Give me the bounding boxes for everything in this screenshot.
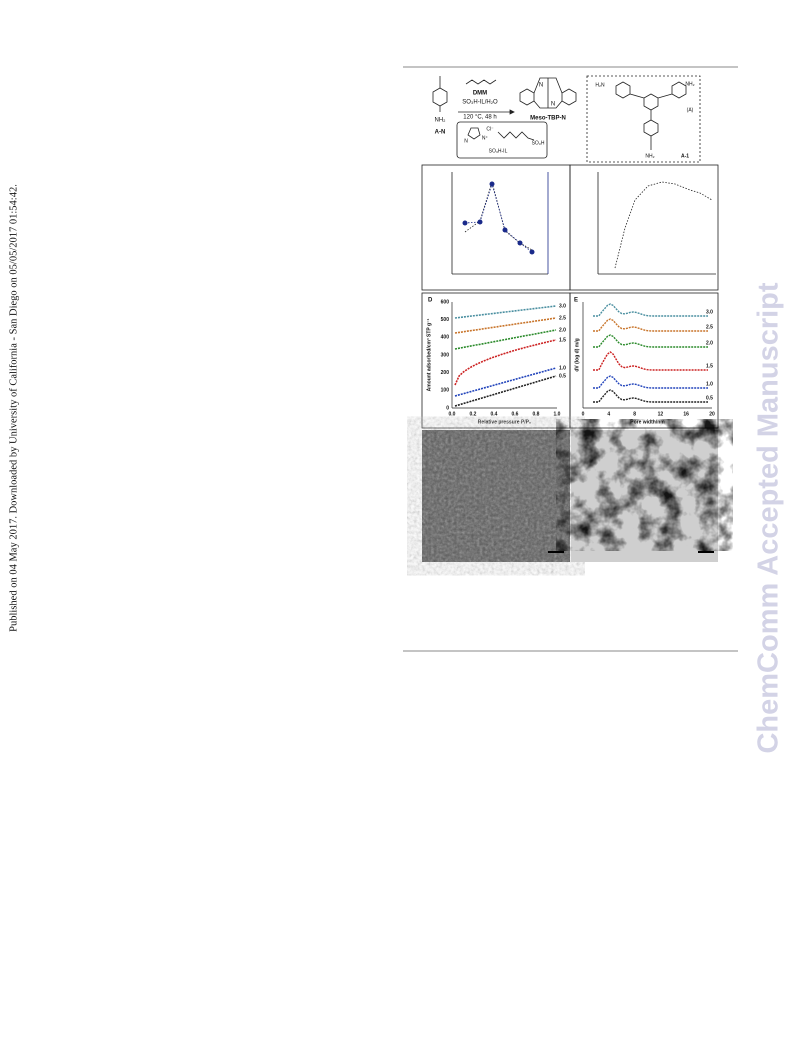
monomer-tag: (A) [687,107,694,113]
series-label: 2.5 [706,324,713,330]
series-label: 0.5 [706,395,713,401]
y-tick-label: 400 [441,335,450,341]
isotherm [454,329,557,350]
catalyst-cation: N⁺ [482,135,489,141]
series-label: 1.5 [559,337,566,343]
y-axis-label: dV (log d) m/g [574,338,580,371]
monomer-label: A-1 [681,153,689,159]
isotherm [454,367,557,397]
panel-e-frame [569,292,719,429]
catalyst-group: SO₃H [532,140,545,146]
scheme [432,75,701,163]
y-tick-label: 0 [446,405,449,411]
y-tick-label: 500 [441,317,450,323]
product: Meso-TBP-N [530,116,566,122]
series-label: 2.0 [706,340,713,346]
x-axis-label: Pore width/nm [630,419,665,425]
series-label: 1.0 [559,365,566,371]
reactant-group: NH₂ [435,118,447,124]
series-label: 3.0 [706,309,713,315]
catalyst-n: N [464,138,468,144]
x-tick-label: 0.4 [491,411,498,417]
catalyst-anion: Cl⁻ [486,126,494,132]
series-label: 0.5 [559,373,566,379]
series-label: 1.5 [706,363,713,369]
panel-label: D [428,298,433,304]
y-tick-label: 200 [441,370,450,376]
pore-distribution [593,303,708,317]
pore-distribution [593,351,708,371]
x-tick-label: 16 [683,411,689,417]
x-tick-label: 0.6 [512,411,519,417]
reagent: DMM [473,91,487,97]
monomer-group: NH₂ [685,81,694,87]
isotherm [454,317,557,334]
monomer-group: H₂N [595,82,605,88]
x-tick-label: 20 [709,411,715,417]
pore-distribution [593,318,708,332]
x-tick-label: 8 [633,411,636,417]
pore-distribution [593,389,708,403]
isotherm [454,339,557,386]
conditions-2: 120 °C, 48 h [463,115,496,121]
x-tick-label: 1.0 [554,411,561,417]
sidebar: Published on 04 May 2017. Downloaded by … [8,184,19,632]
sem-texture [422,430,570,562]
series-label: 1.0 [706,381,713,387]
panel-b [421,164,719,291]
y-tick-label: 300 [441,352,450,358]
series-label: 2.5 [559,315,566,321]
x-tick-label: 0.0 [449,411,456,417]
panel-b-markers [462,181,535,255]
x-tick-label: 12 [658,411,664,417]
panel-label: E [574,298,578,304]
x-tick-label: 0.8 [533,411,540,417]
y-tick-label: 600 [441,299,450,305]
series-label: 2.0 [559,327,566,333]
isotherm [454,305,557,319]
tem-texture [571,430,718,540]
watermark: ChemComm Accepted Manuscript [753,282,785,753]
conditions-1: SO₃H-IL/H₂O [462,100,498,106]
product-n: N [551,102,555,108]
reactant-label: A-N [435,130,446,136]
x-axis-label: Relative pressure P/P₀ [478,419,531,425]
product-n: N [539,83,543,89]
y-tick-label: 100 [441,388,450,394]
isotherm [454,375,557,407]
x-tick-label: 0.2 [470,411,477,417]
x-tick-label: 0 [582,411,585,417]
series-label: 3.0 [559,303,566,309]
x-tick-label: 4 [607,411,610,417]
y-axis-label: Amount adsorbed/cm³ STP g⁻¹ [426,318,432,391]
pore-distribution [593,334,708,348]
pore-distribution [593,375,708,389]
catalyst-label: SO₃H-IL [489,148,508,154]
monomer-group: NH₂ [645,153,654,159]
